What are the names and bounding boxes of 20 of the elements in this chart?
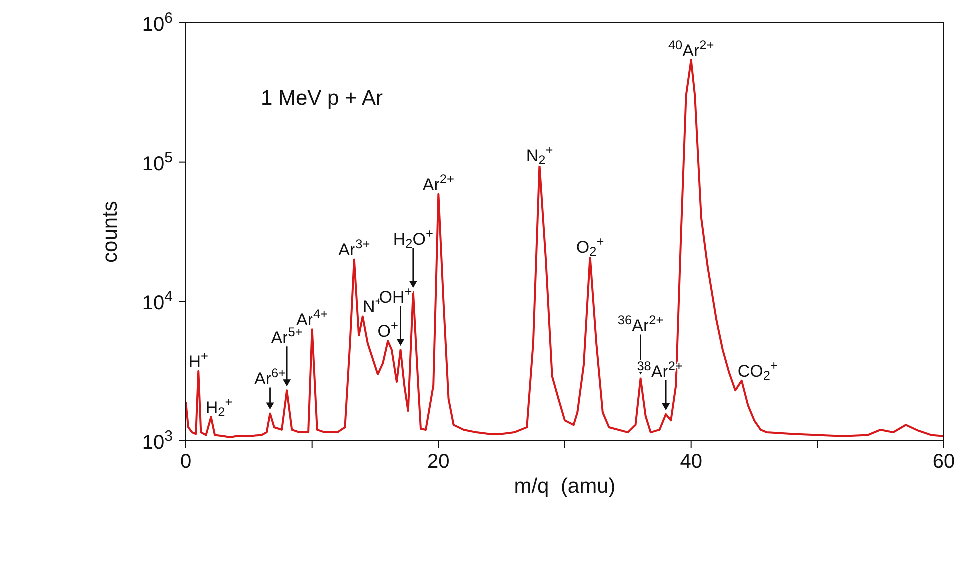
line-series: [186, 59, 944, 438]
annotation: Ar$^{2+}$: [422, 171, 454, 194]
x-axis-title: m/q (amu): [514, 475, 616, 498]
y-tick-label: 10$^{3}$: [142, 428, 173, 454]
y-tick-label: 10$^{4}$: [142, 288, 173, 315]
y-tick-label: 10$^{5}$: [142, 149, 173, 176]
x-tick-label: 0: [180, 451, 192, 473]
y-tick-label: 10$^{6}$: [142, 10, 173, 36]
annotation: 1 MeV p + Ar: [261, 87, 383, 110]
x-tick-label: 60: [932, 451, 956, 473]
annotation: $^{36}$Ar$^{2+}$: [618, 312, 664, 336]
annotation: H$_{2}$O$^{+}$: [393, 226, 434, 252]
annotation: O$^{+}$: [378, 318, 398, 342]
x-tick-label: 20: [428, 451, 450, 473]
annotation: Ar$^{6+}$: [254, 366, 286, 389]
annotation: H$^{+}$: [188, 348, 208, 372]
y-axis-title: counts: [99, 201, 122, 263]
annotation: Ar$^{3+}$: [338, 236, 370, 260]
x-tick-label: 40: [680, 451, 702, 473]
annotation: $^{40}$Ar$^{2+}$: [668, 37, 714, 60]
